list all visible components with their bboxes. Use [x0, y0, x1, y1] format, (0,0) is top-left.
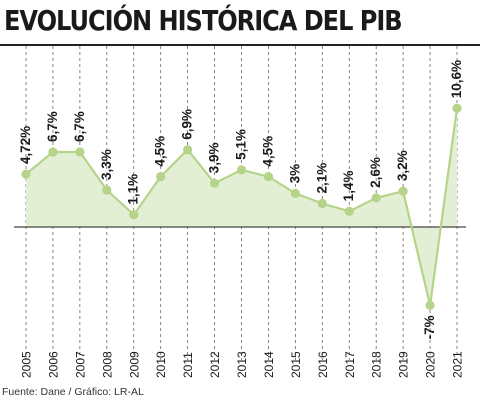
data-point-2018	[371, 193, 381, 203]
data-point-2005	[21, 169, 31, 179]
data-label-2018: 2,6%	[368, 157, 383, 188]
x-tick-label-2008: 2008	[100, 351, 114, 378]
data-label-2016: 2,1%	[314, 163, 329, 194]
data-label-2012: 3,9%	[207, 143, 222, 174]
pib-chart: 4,72% 6,7% 6,7% 3,3% 1,1% 4,5% 6,9% 3,9% 5,1% 4,5…	[14, 46, 466, 378]
data-label-2008: 3,3%	[99, 149, 114, 180]
data-point-2016	[317, 198, 327, 209]
x-tick-label-2015: 2015	[289, 351, 303, 378]
x-tick-label-2007: 2007	[73, 351, 87, 378]
data-point-2008	[102, 185, 112, 195]
data-point-2013	[236, 165, 247, 175]
data-label-2011: 6,9%	[180, 109, 195, 140]
x-tick-label-2020: 2020	[424, 351, 438, 378]
x-tick-label-2006: 2006	[46, 351, 60, 378]
x-tick-label-2013: 2013	[235, 351, 249, 378]
x-tick-label-2012: 2012	[208, 351, 222, 378]
chart-title: EVOLUCIÓN HISTÓRICA DEL PIB	[4, 4, 403, 37]
data-label-2007: 6,7%	[72, 111, 87, 142]
data-point-2006	[48, 147, 58, 157]
source-note: Fuente: Dane / Gráfico: LR-AL	[2, 386, 144, 398]
data-label-2021: 10,6%	[449, 60, 464, 98]
data-label-2020: -7%	[422, 315, 437, 339]
data-label-2019: 3,2%	[395, 150, 410, 181]
data-points	[21, 103, 462, 310]
x-tick-label-2017: 2017	[343, 351, 357, 378]
data-point-2020	[425, 300, 435, 310]
data-label-2009: 1,1%	[126, 174, 141, 205]
data-point-2014	[263, 172, 274, 182]
data-label-2014: 4,5%	[260, 136, 275, 167]
data-label-2005: 4,72%	[18, 126, 33, 164]
data-label-2010: 4,5%	[153, 136, 168, 167]
x-tick-labels: 2005 2006 2007 2008 2009 2010 2011 2012 2013 2014…	[20, 351, 465, 378]
x-tick-label-2005: 2005	[20, 351, 34, 378]
data-point-2007	[75, 147, 85, 157]
data-point-2011	[183, 145, 193, 155]
data-label-2013: 5,1%	[234, 129, 249, 160]
x-tick-label-2019: 2019	[397, 351, 411, 378]
title-rule	[0, 44, 480, 46]
x-tick-label-2010: 2010	[154, 351, 168, 378]
data-point-2009	[129, 210, 139, 220]
data-point-2012	[209, 178, 220, 188]
data-label-2006: 6,7%	[45, 111, 60, 142]
data-point-2019	[398, 186, 408, 196]
x-tick-label-2016: 2016	[316, 351, 330, 378]
data-point-2021	[452, 103, 462, 113]
data-point-2017	[344, 206, 354, 216]
data-point-2010	[156, 172, 166, 182]
x-tick-label-2011: 2011	[181, 352, 195, 378]
x-tick-label-2014: 2014	[262, 351, 276, 378]
x-tick-label-2009: 2009	[127, 351, 141, 378]
x-tick-label-2018: 2018	[370, 351, 384, 378]
data-point-2015	[290, 188, 300, 198]
area-fill	[26, 108, 457, 306]
data-label-2017: 1,4%	[341, 171, 356, 202]
data-label-2015: 3%	[287, 164, 302, 184]
x-tick-label-2021: 2021	[451, 351, 465, 378]
data-labels: 4,72% 6,7% 6,7% 3,3% 1,1% 4,5% 6,9% 3,9% 5,1% 4,5…	[18, 60, 464, 339]
